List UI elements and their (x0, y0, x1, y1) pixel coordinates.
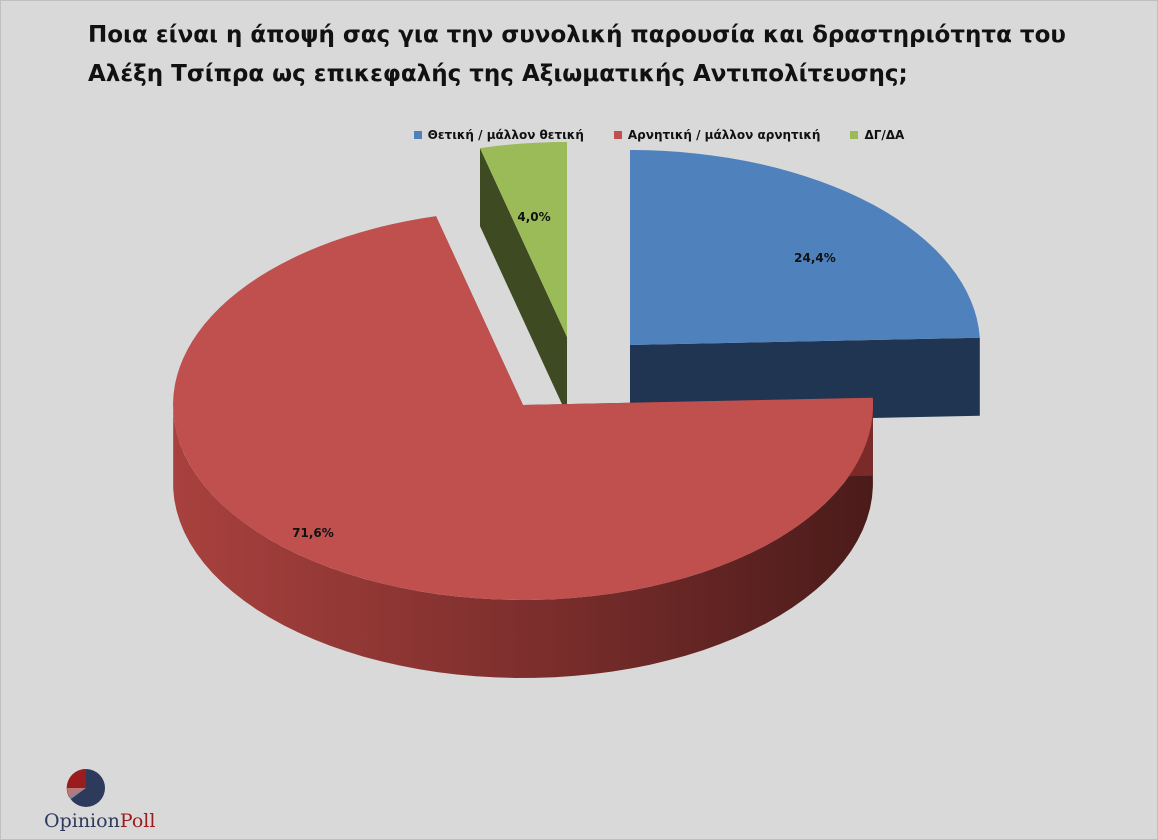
pie-slice-dk-na-top (480, 141, 567, 337)
legend-label-dk-na: ΔΓ/ΔΑ (864, 128, 905, 142)
opinionpoll-logo: OpinionPoll (44, 766, 155, 836)
data-label-dk-na: 4,0% (517, 210, 550, 224)
logo-circle-icon (66, 768, 105, 807)
legend-swatch-dk-na (850, 131, 859, 139)
data-label-positive: 24,4% (794, 251, 836, 265)
legend-swatch-negative (613, 131, 622, 139)
legend-label-negative: Αρνητική / μάλλον αρνητική (627, 128, 821, 142)
logo-text: OpinionPoll (44, 810, 155, 832)
logo-text-part-2: Poll (119, 810, 156, 832)
chart-title-line-1: Ποια είναι η άποψή σας για την συνολική … (88, 22, 1066, 48)
chart-title-line-2: Αλέξη Τσίπρα ως επικεφαλής της Αξιωματικ… (88, 61, 908, 87)
chart-title: Ποια είναι η άποψή σας για την συνολική … (88, 16, 1128, 94)
pie-slice-positive (630, 150, 980, 423)
pie-slice-negative (173, 216, 874, 678)
data-label-negative: 71,6% (292, 526, 334, 540)
logo-text-part-1: Opinion (44, 810, 120, 832)
pie-slice-dk-na (480, 141, 567, 415)
pie-slice-negative-rim (173, 408, 873, 678)
legend-item-positive: Θετική / μάλλον θετική (413, 128, 584, 142)
pie-slice-negative-top (173, 216, 874, 600)
pie-slice-positive-top (630, 150, 980, 345)
pie-slice-dk-na-face-0 (480, 148, 567, 415)
legend-swatch-positive (413, 131, 422, 139)
legend-item-negative: Αρνητική / μάλλον αρνητική (613, 128, 821, 142)
legend: Θετική / μάλλον θετική Αρνητική / μάλλον… (0, 128, 1158, 142)
legend-item-dk-na: ΔΓ/ΔΑ (850, 128, 904, 142)
legend-label-positive: Θετική / μάλλον θετική (427, 128, 584, 142)
